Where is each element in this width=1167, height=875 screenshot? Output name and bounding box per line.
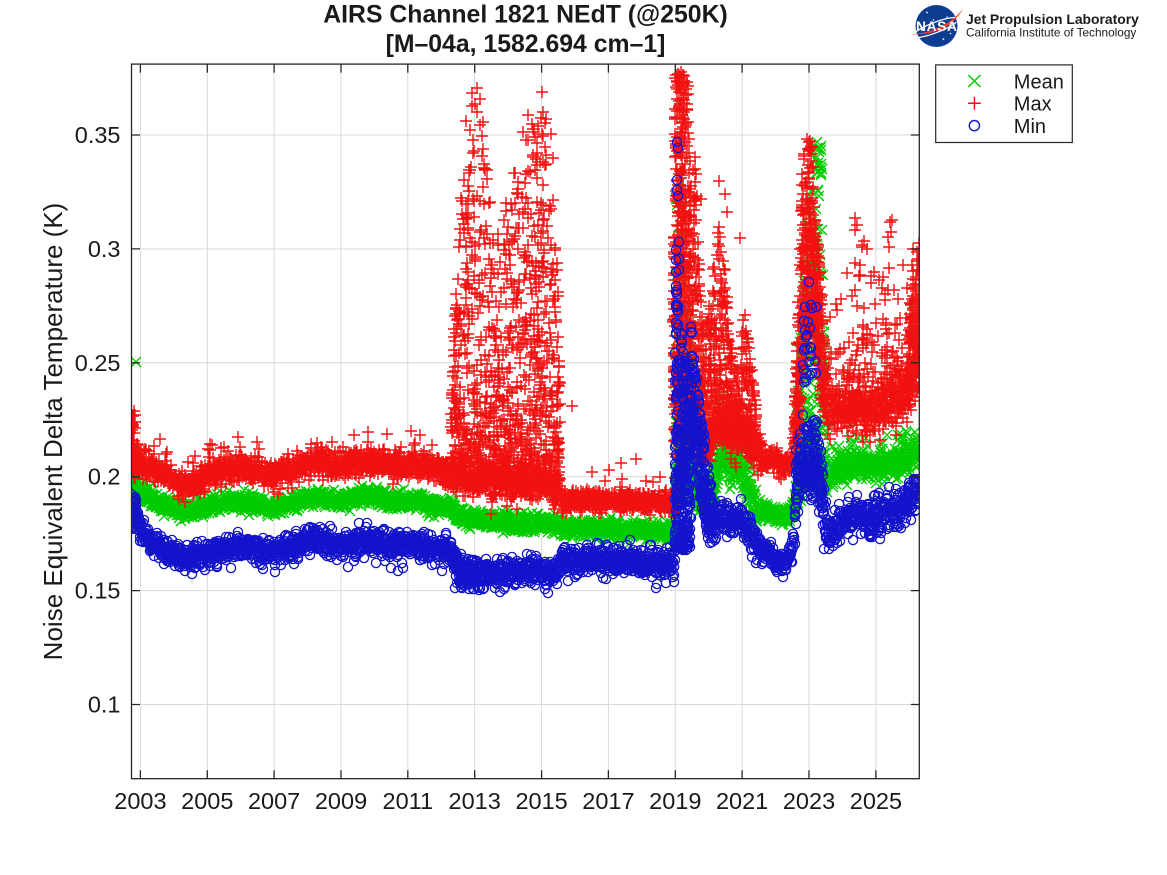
svg-text:2007: 2007 <box>248 788 300 814</box>
svg-text:Max: Max <box>1014 94 1052 116</box>
svg-text:2003: 2003 <box>114 788 166 814</box>
svg-text:0.25: 0.25 <box>75 350 121 376</box>
svg-text:2021: 2021 <box>716 788 768 814</box>
svg-text:2023: 2023 <box>783 788 835 814</box>
svg-text:Min: Min <box>1014 116 1046 138</box>
svg-text:AIRS Channel 1821 NEdT (@250K): AIRS Channel 1821 NEdT (@250K) <box>323 2 728 29</box>
svg-text:2019: 2019 <box>649 788 701 814</box>
svg-text:2017: 2017 <box>582 788 634 814</box>
svg-text:Noise Equivalent Delta Tempera: Noise Equivalent Delta Temperature (K) <box>38 203 68 661</box>
svg-text:2025: 2025 <box>850 788 902 814</box>
svg-text:2005: 2005 <box>181 788 233 814</box>
svg-text:0.3: 0.3 <box>88 236 121 262</box>
svg-text:[M–04a, 1582.694 cm–1]: [M–04a, 1582.694 cm–1] <box>386 31 666 58</box>
svg-text:2009: 2009 <box>315 788 367 814</box>
svg-text:0.2: 0.2 <box>88 464 121 490</box>
svg-text:0.15: 0.15 <box>75 578 121 604</box>
svg-text:NASA: NASA <box>916 19 958 34</box>
svg-text:2013: 2013 <box>449 788 501 814</box>
svg-text:2011: 2011 <box>383 788 434 814</box>
svg-text:Jet Propulsion Laboratory: Jet Propulsion Laboratory <box>966 11 1139 27</box>
svg-text:0.35: 0.35 <box>75 122 121 148</box>
svg-text:0.1: 0.1 <box>88 692 121 718</box>
svg-text:California Institute of Techno: California Institute of Technology <box>966 26 1136 40</box>
svg-text:2015: 2015 <box>515 788 567 814</box>
svg-text:Mean: Mean <box>1014 71 1064 93</box>
